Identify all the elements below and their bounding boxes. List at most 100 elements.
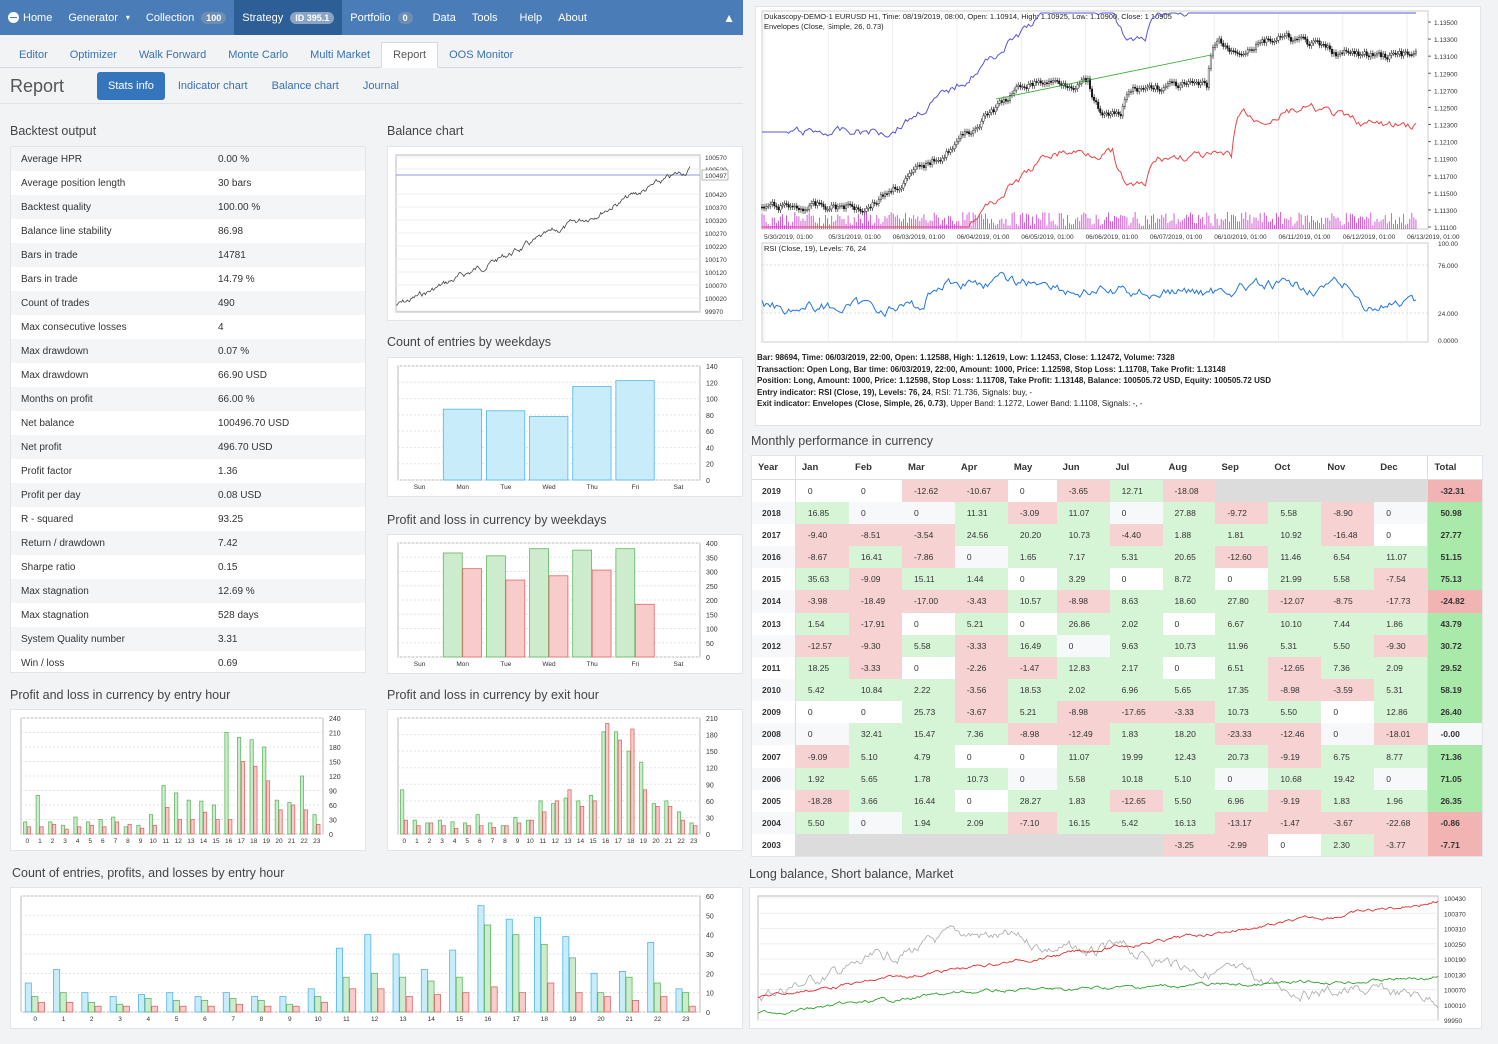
price-tick-label: 1.11500 <box>1434 191 1457 198</box>
y-tick-label: 150 <box>706 749 718 756</box>
tab-oos-monitor[interactable]: OOS Monitor <box>449 49 514 61</box>
month-cell: 12.83 <box>1056 656 1110 679</box>
month-cell <box>1215 479 1269 502</box>
pl-exit-hour-panel: 210 180 150 120 90 60 30 0 0 1 2 3 4 5 6 7 8 9 10 11 12 13 14 1… <box>387 709 743 851</box>
month-cell: -8.98 <box>1007 723 1057 746</box>
x-tick-label: 4 <box>76 838 80 845</box>
nav-about[interactable]: About <box>558 11 587 24</box>
column-header[interactable]: Oct <box>1268 455 1322 481</box>
x-tick-label: 5 <box>465 838 469 845</box>
column-header[interactable]: May <box>1007 455 1057 481</box>
bar <box>52 823 57 835</box>
candle <box>1054 80 1057 82</box>
bar <box>642 789 648 835</box>
candle <box>1316 40 1319 42</box>
nav-collection[interactable]: Collection 100 <box>138 0 234 35</box>
candle <box>1107 112 1110 116</box>
nav-data[interactable]: Data <box>432 11 456 24</box>
tab-monte-carlo[interactable]: Monte Carlo <box>228 49 289 61</box>
total-cell: 26.40 <box>1427 701 1483 724</box>
x-tick-label: 19 <box>640 838 648 845</box>
graduation-cap-icon[interactable]: ▲ <box>723 10 735 25</box>
month-cell: 18.60 <box>1162 590 1216 613</box>
bar <box>490 986 498 1013</box>
candle <box>986 113 989 116</box>
candle <box>890 191 893 193</box>
candle <box>1144 87 1147 90</box>
column-header[interactable]: Dec <box>1374 455 1428 481</box>
candle <box>1300 36 1303 39</box>
bar <box>466 825 471 835</box>
candle <box>1324 44 1327 48</box>
column-header[interactable]: Nov <box>1321 455 1375 481</box>
year-cell: 2005 <box>751 789 796 812</box>
column-header[interactable]: Mar <box>901 455 955 481</box>
nav-portfolio[interactable]: Portfolio 0 <box>342 0 420 35</box>
date-tick-label: 06/13/2019, 01:00 <box>1407 234 1460 241</box>
bar <box>222 992 230 1013</box>
month-cell: 0 <box>861 707 866 718</box>
nav-strategy[interactable]: Strategy ID 395.1 <box>234 0 343 35</box>
column-header[interactable]: Jul <box>1109 455 1163 481</box>
month-cell: 1.78 <box>901 767 955 790</box>
total-cell: 29.52 <box>1427 656 1483 679</box>
x-tick-label: 8 <box>126 838 130 845</box>
candle <box>1117 111 1120 115</box>
stat-value: 0.08 USD <box>218 489 262 501</box>
exit-indicator-values: , Upper Band: 1.1272, Lower Band: 1.1108… <box>945 399 1143 408</box>
month-cell: -8.98 <box>1056 590 1110 613</box>
stats-row: R - squared 93.25 <box>11 507 365 531</box>
candle <box>994 107 997 113</box>
column-header[interactable]: Aug <box>1162 455 1216 481</box>
tab-walk-forward[interactable]: Walk Forward <box>138 49 207 61</box>
candle <box>824 206 827 210</box>
column-header[interactable]: Jan <box>795 455 850 481</box>
month-cell: 25.73 <box>901 701 955 724</box>
nav-help[interactable]: Help <box>519 11 543 24</box>
column-header[interactable]: Jun <box>1056 455 1110 481</box>
candle <box>1218 38 1221 42</box>
nav-home[interactable]: Home <box>0 0 60 35</box>
month-cell: 5.42 <box>1109 811 1163 835</box>
column-header[interactable]: Total <box>1427 455 1483 481</box>
nav-tools[interactable]: Tools <box>471 11 498 24</box>
column-header[interactable]: Sep <box>1215 455 1269 481</box>
pill-stats-info[interactable]: Stats info <box>97 72 165 100</box>
candle <box>1248 49 1251 51</box>
pill-indicator-chart[interactable]: Indicator chart <box>177 80 248 92</box>
month-cell: 10.18 <box>1109 767 1163 790</box>
price-chart[interactable]: Dukascopy-DEMO-1 EURUSD H1, Time: 08/19/… <box>756 7 1480 352</box>
candle <box>1289 37 1292 42</box>
candle <box>763 206 766 209</box>
candle <box>1091 88 1094 98</box>
bar <box>140 827 145 835</box>
nav-generator[interactable]: Generator ▾ <box>68 11 130 24</box>
bar <box>534 916 541 1013</box>
candle <box>992 109 995 113</box>
bar <box>109 996 117 1013</box>
bar <box>151 1005 159 1013</box>
month-cell: -12.57 <box>795 634 850 657</box>
bar <box>653 982 661 1013</box>
y-tick-label: 120 <box>706 380 718 387</box>
column-header[interactable]: Apr <box>954 455 1008 481</box>
column-header[interactable]: Year <box>751 455 796 481</box>
bar <box>575 992 583 1013</box>
table-row: 2012 -12.57 -9.30 5.58 -3.33 16.49 0 9.63 10.73 1… <box>751 634 1483 657</box>
candle <box>1410 54 1413 56</box>
bar <box>572 385 612 481</box>
candle <box>804 209 807 212</box>
month-cell: 5.31 <box>1109 546 1163 569</box>
pill-journal[interactable]: Journal <box>362 80 399 92</box>
month-cell: 17.35 <box>1215 678 1269 702</box>
tab-editor[interactable]: Editor <box>19 49 48 61</box>
column-header[interactable]: Feb <box>849 455 902 481</box>
x-tick-label: 15 <box>212 838 220 845</box>
pill-balance-chart[interactable]: Balance chart <box>271 80 339 92</box>
tab-multi-market[interactable]: Multi Market <box>310 49 371 61</box>
tab-report[interactable]: Report <box>381 42 439 68</box>
date-tick-label: 06/11/2019, 01:00 <box>1279 234 1331 241</box>
tab-optimizer[interactable]: Optimizer <box>69 49 117 61</box>
month-cell: 16.85 <box>795 501 850 524</box>
month-cell: 0 <box>1227 773 1233 784</box>
